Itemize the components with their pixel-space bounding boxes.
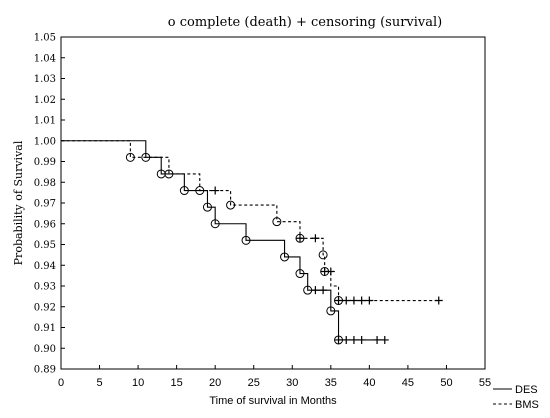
x-tick-label: 55 (479, 377, 491, 389)
y-tick-label: 1.00 (34, 136, 56, 147)
des-event-point-6 (280, 252, 290, 262)
des-censor-point-4 (349, 335, 358, 344)
bms-event-point-3 (226, 200, 236, 210)
x-tick-label: 40 (363, 377, 375, 389)
x-tick-label: 45 (402, 377, 414, 389)
bms-censor-point-5 (334, 296, 343, 305)
y-tick-label: 1.04 (34, 53, 56, 64)
x-tick-label: 20 (209, 377, 221, 389)
x-tick-label: 35 (325, 377, 337, 389)
x-tick-label: 5 (96, 377, 102, 389)
des-censor-point-7 (380, 335, 389, 344)
y-tick-label: 1.01 (34, 116, 56, 127)
y-tick-label: 0.90 (34, 344, 56, 355)
des-event-point-2 (179, 186, 189, 196)
bms-event-point-0 (125, 152, 135, 162)
x-tick-label: 25 (248, 377, 260, 389)
bms-censor-point-10 (434, 296, 443, 305)
des-event-point-5 (241, 235, 251, 245)
y-tick-label: 1.02 (34, 95, 56, 106)
des-event-point-7 (295, 269, 305, 279)
x-tick-label: 30 (286, 377, 298, 389)
bms-censor-point-9 (365, 296, 374, 305)
bms-censor-point-6 (342, 296, 351, 305)
bms-censor-point-8 (357, 296, 366, 305)
bms-censor-point-7 (349, 296, 358, 305)
des-censor-point-2 (334, 335, 343, 344)
bms-censor-point-1 (295, 234, 304, 243)
des-censor-point-5 (357, 335, 366, 344)
plot-frame (60, 36, 486, 370)
bms-event-point-1 (164, 169, 174, 179)
x-tick-label: 50 (440, 377, 452, 389)
y-tick-label: 1.03 (34, 74, 56, 85)
legend-label-bms: BMS (515, 399, 539, 411)
x-axis-label: Time of survival in Months (209, 395, 337, 407)
des-censor-point-1 (319, 286, 328, 295)
des-censor-point-3 (342, 335, 351, 344)
y-tick-label: 1.05 (34, 33, 56, 44)
bms-event-point-4 (272, 217, 282, 227)
bms-censor-point-0 (211, 186, 220, 195)
des-event-point-9 (326, 306, 336, 316)
axes: 0 5 10 15 20 25 30 35 40 45 50 55 0.89 0.90 0.91 0.92 0.… (34, 33, 491, 390)
y-tick-label: 0.94 (34, 261, 56, 272)
legend: DES BMS (493, 384, 539, 411)
bms-event-point-6 (318, 250, 328, 260)
des-event-point-3 (202, 202, 212, 212)
legend-label-des: DES (515, 384, 538, 396)
x-tick-label: 0 (58, 377, 64, 389)
y-tick-label: 0.89 (34, 365, 56, 376)
chart-title: o complete (death) + censoring (survival… (168, 15, 442, 30)
des-censor-point-0 (311, 286, 320, 295)
y-tick-label: 0.93 (34, 282, 56, 293)
series-line-des (61, 140, 385, 341)
y-axis-label: Probability of Survival (12, 140, 25, 265)
y-tick-label: 0.92 (34, 302, 56, 313)
y-tick-label: 0.95 (34, 240, 56, 251)
bms-event-point-2 (195, 186, 205, 196)
des-censor-point-6 (373, 335, 382, 344)
y-tick-label: 0.99 (34, 157, 56, 168)
des-event-point-4 (210, 219, 220, 229)
y-tick-label: 0.97 (34, 199, 56, 210)
bms-censor-point-4 (326, 267, 335, 276)
y-tick-label: 0.98 (34, 178, 56, 189)
x-tick-label: 15 (171, 377, 183, 389)
series-layer (61, 140, 443, 345)
bms-censor-point-2 (311, 234, 320, 243)
y-tick-label: 0.91 (34, 323, 56, 334)
y-tick-label: 0.96 (34, 219, 56, 230)
x-tick-label: 10 (132, 377, 144, 389)
series-line-bms (61, 140, 439, 302)
